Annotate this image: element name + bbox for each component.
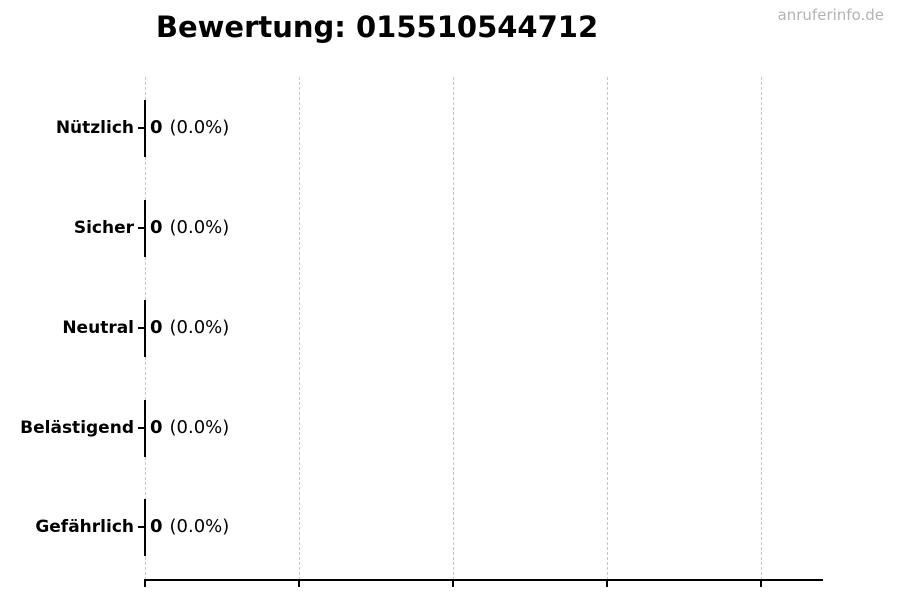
y-axis-tick <box>138 327 146 329</box>
gridline <box>299 77 300 580</box>
bar-count: 0 <box>150 117 163 138</box>
category-label: Sicher <box>73 218 134 238</box>
bar-value-label: 0 (0.0%) <box>150 416 229 439</box>
gridline <box>453 77 454 580</box>
bar-percent: (0.0%) <box>169 217 230 238</box>
bar-count: 0 <box>150 516 163 537</box>
watermark-text: anruferinfo.de <box>777 6 884 24</box>
bar-nuetzlich <box>144 100 146 157</box>
bar-count: 0 <box>150 417 163 438</box>
gridline <box>607 77 608 580</box>
x-axis-tick <box>298 581 300 587</box>
category-label: Nützlich <box>55 118 134 138</box>
bar-neutral <box>144 300 146 357</box>
y-axis-tick <box>138 427 146 429</box>
bar-count: 0 <box>150 217 163 238</box>
category-label: Neutral <box>62 318 134 338</box>
y-axis-tick <box>138 227 146 229</box>
bar-value-label: 0 (0.0%) <box>150 116 229 139</box>
category-label: Belästigend <box>20 418 134 438</box>
x-axis-tick <box>144 581 146 587</box>
bar-gefaehrlich <box>144 499 146 556</box>
bar-value-label: 0 (0.0%) <box>150 515 229 538</box>
y-axis-tick <box>138 526 146 528</box>
bar-percent: (0.0%) <box>169 516 230 537</box>
gridline <box>761 77 762 580</box>
bar-percent: (0.0%) <box>169 317 230 338</box>
bar-percent: (0.0%) <box>169 417 230 438</box>
bar-value-label: 0 (0.0%) <box>150 216 229 239</box>
y-axis-tick <box>138 127 146 129</box>
bar-count: 0 <box>150 317 163 338</box>
bar-belaestigend <box>144 400 146 457</box>
bar-value-label: 0 (0.0%) <box>150 316 229 339</box>
x-axis-tick <box>452 581 454 587</box>
x-axis-tick <box>760 581 762 587</box>
bar-percent: (0.0%) <box>169 117 230 138</box>
x-axis-line <box>144 579 823 581</box>
x-axis-tick <box>606 581 608 587</box>
bar-sicher <box>144 200 146 257</box>
chart-title: Bewertung: 015510544712 <box>155 10 599 44</box>
category-label: Gefährlich <box>35 517 134 537</box>
